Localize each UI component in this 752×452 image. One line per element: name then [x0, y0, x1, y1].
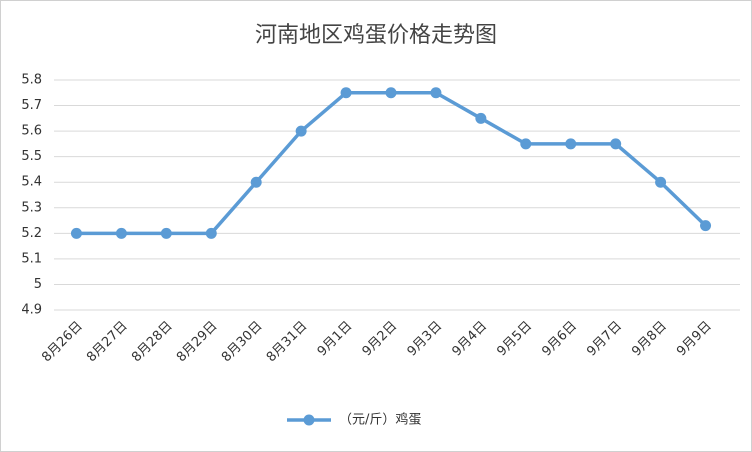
- data-point: [70, 227, 82, 239]
- data-point: [205, 227, 217, 239]
- data-point: [475, 112, 487, 124]
- legend-marker: [303, 414, 315, 426]
- data-point: [700, 220, 712, 232]
- data-point: [115, 227, 127, 239]
- y-tick-label: 5.8: [21, 73, 42, 88]
- y-tick-label: 5.5: [21, 149, 42, 164]
- y-tick-label: 4.9: [21, 303, 42, 318]
- y-tick-label: 5.1: [21, 251, 42, 266]
- data-point: [385, 87, 397, 99]
- y-tick-label: 5.6: [21, 124, 42, 139]
- y-tick-label: 5: [34, 277, 42, 292]
- y-tick-label: 5.7: [21, 98, 42, 113]
- data-point: [250, 176, 262, 188]
- data-point: [295, 125, 307, 137]
- data-point: [160, 227, 172, 239]
- data-point: [565, 138, 577, 150]
- chart-title: 河南地区鸡蛋价格走势图: [255, 23, 497, 48]
- data-point: [340, 87, 352, 99]
- legend-label: （元/斤）鸡蛋: [339, 412, 421, 428]
- y-tick-label: 5.4: [21, 175, 42, 190]
- data-point: [610, 138, 622, 150]
- data-point: [430, 87, 442, 99]
- data-point: [520, 138, 532, 150]
- y-tick-label: 5.2: [21, 226, 42, 241]
- y-tick-label: 5.3: [21, 200, 42, 215]
- data-point: [655, 176, 667, 188]
